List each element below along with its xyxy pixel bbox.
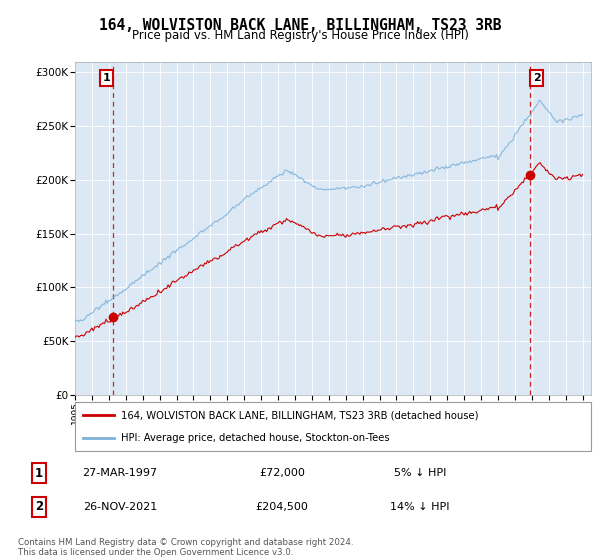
Text: Contains HM Land Registry data © Crown copyright and database right 2024.
This d: Contains HM Land Registry data © Crown c… bbox=[18, 538, 353, 557]
Text: 26-NOV-2021: 26-NOV-2021 bbox=[83, 502, 157, 512]
Text: £204,500: £204,500 bbox=[256, 502, 308, 512]
Text: 1: 1 bbox=[35, 466, 43, 480]
Text: 5% ↓ HPI: 5% ↓ HPI bbox=[394, 468, 446, 478]
Text: HPI: Average price, detached house, Stockton-on-Tees: HPI: Average price, detached house, Stoc… bbox=[121, 433, 390, 444]
Text: 164, WOLVISTON BACK LANE, BILLINGHAM, TS23 3RB: 164, WOLVISTON BACK LANE, BILLINGHAM, TS… bbox=[99, 18, 501, 32]
Text: 164, WOLVISTON BACK LANE, BILLINGHAM, TS23 3RB (detached house): 164, WOLVISTON BACK LANE, BILLINGHAM, TS… bbox=[121, 410, 479, 421]
Text: 14% ↓ HPI: 14% ↓ HPI bbox=[390, 502, 450, 512]
Text: 2: 2 bbox=[35, 500, 43, 514]
Text: Price paid vs. HM Land Registry's House Price Index (HPI): Price paid vs. HM Land Registry's House … bbox=[131, 29, 469, 42]
Text: 2: 2 bbox=[533, 73, 541, 83]
Text: £72,000: £72,000 bbox=[259, 468, 305, 478]
Text: 27-MAR-1997: 27-MAR-1997 bbox=[82, 468, 158, 478]
Text: 1: 1 bbox=[103, 73, 110, 83]
